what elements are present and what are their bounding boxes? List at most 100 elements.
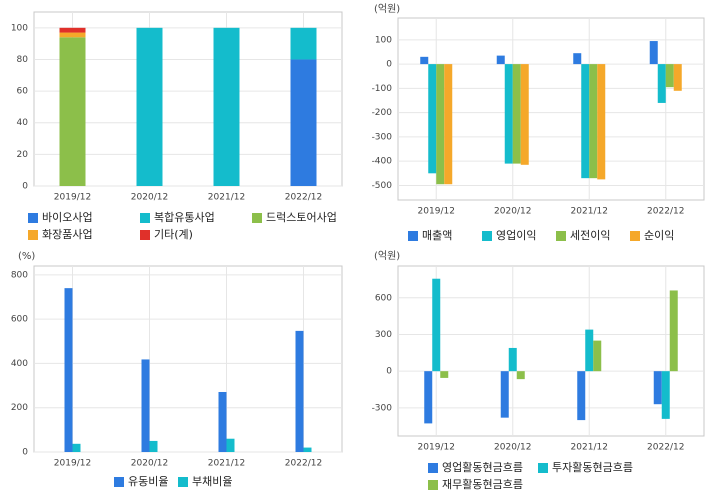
legend-label: 투자활동현금흐름 [552, 460, 633, 474]
y-unit: (억원) [374, 250, 400, 262]
x-tick-label: 2021/12 [571, 207, 608, 217]
bar-segment [290, 27, 317, 60]
bar [508, 347, 517, 372]
legend-label: 유동비율 [128, 475, 168, 488]
x-tick-label: 2021/12 [208, 193, 245, 203]
bar-segment [59, 37, 86, 187]
bar [303, 447, 312, 452]
y-tick-label: -400 [372, 157, 393, 167]
bar [72, 443, 81, 452]
legend-label: 세전이익 [570, 229, 610, 242]
bar [585, 329, 594, 372]
legend-label: 화장품사업 [42, 228, 93, 241]
x-tick-label: 2021/12 [571, 443, 608, 453]
legend-swatch [630, 231, 640, 241]
x-tick-label: 2019/12 [418, 443, 455, 453]
y-tick-label: 400 [11, 359, 28, 369]
bar [673, 64, 682, 91]
bar-segment [290, 59, 317, 186]
legend-swatch [114, 477, 124, 487]
y-tick-label: 0 [22, 448, 28, 458]
legend-label: 바이오사업 [42, 211, 93, 224]
legend-label: 기타(계) [154, 228, 193, 241]
bar [440, 371, 449, 378]
bar [436, 64, 445, 185]
x-tick-label: 2020/12 [494, 207, 531, 217]
bar [665, 64, 674, 88]
bar [432, 278, 441, 372]
x-tick-label: 2022/12 [285, 459, 322, 469]
y-tick-label: 300 [375, 330, 392, 340]
bar [573, 53, 582, 65]
y-tick-label: -200 [372, 108, 393, 118]
bar [597, 64, 606, 180]
x-tick-label: 2020/12 [131, 459, 168, 469]
legend-swatch [556, 231, 566, 241]
x-tick-label: 2022/12 [647, 207, 684, 217]
legend-label: 영업활동현금흐름 [442, 460, 523, 474]
legend-swatch [538, 463, 548, 473]
bar [496, 55, 505, 65]
bar-segment [213, 27, 240, 187]
y-tick-label: 40 [17, 118, 29, 128]
x-tick-label: 2019/12 [54, 193, 91, 203]
legend-swatch [140, 230, 150, 240]
x-tick-label: 2019/12 [54, 459, 91, 469]
bar [520, 64, 529, 165]
legend-label: 부채비율 [192, 475, 232, 488]
bar [516, 371, 525, 380]
bar [500, 371, 509, 418]
bar [581, 64, 590, 179]
bar [141, 359, 150, 452]
bar [149, 440, 158, 452]
bar [653, 371, 662, 405]
y-tick-label: 100 [375, 35, 392, 45]
legend-swatch [428, 480, 438, 490]
bar-segment [59, 27, 86, 33]
legend-swatch [28, 230, 38, 240]
bar [295, 330, 304, 452]
bar [661, 371, 670, 419]
legend-swatch [178, 477, 188, 487]
bar [424, 371, 433, 424]
y-tick-label: 80 [17, 55, 29, 65]
y-tick-label: 600 [11, 315, 28, 325]
x-tick-label: 2021/12 [208, 459, 245, 469]
bar [420, 56, 429, 65]
x-tick-label: 2020/12 [494, 443, 531, 453]
bar-segment [136, 27, 163, 187]
legend-label: 영업이익 [496, 229, 536, 242]
x-tick-label: 2022/12 [647, 443, 684, 453]
y-tick-label: 200 [11, 403, 28, 413]
bar [64, 288, 73, 452]
legend-swatch [28, 213, 38, 223]
y-tick-label: -300 [372, 403, 393, 413]
y-tick-label: 20 [17, 150, 29, 160]
plot-frame [397, 17, 705, 201]
y-tick-label: 60 [17, 87, 29, 97]
bar-segment [59, 32, 86, 38]
x-tick-label: 2020/12 [131, 193, 168, 203]
legend-swatch [482, 231, 492, 241]
bar [669, 290, 678, 372]
x-tick-label: 2022/12 [285, 193, 322, 203]
legend-swatch [140, 213, 150, 223]
bar [589, 64, 598, 179]
bar [593, 340, 602, 372]
bar [657, 64, 666, 103]
bar [218, 391, 227, 452]
legend-label: 재무활동현금흐름 [442, 477, 523, 491]
legend-swatch [252, 213, 262, 223]
y-tick-label: 0 [386, 367, 392, 377]
bar [577, 371, 586, 421]
y-tick-label: 600 [375, 293, 392, 303]
legend-label: 순이익 [644, 229, 674, 242]
y-tick-label: 100 [11, 23, 28, 33]
y-tick-label: 0 [22, 182, 28, 192]
bar [444, 64, 453, 185]
bar [226, 438, 235, 452]
y-tick-label: -300 [372, 132, 393, 142]
y-unit: (억원) [374, 3, 400, 15]
y-tick-label: -100 [372, 84, 393, 94]
